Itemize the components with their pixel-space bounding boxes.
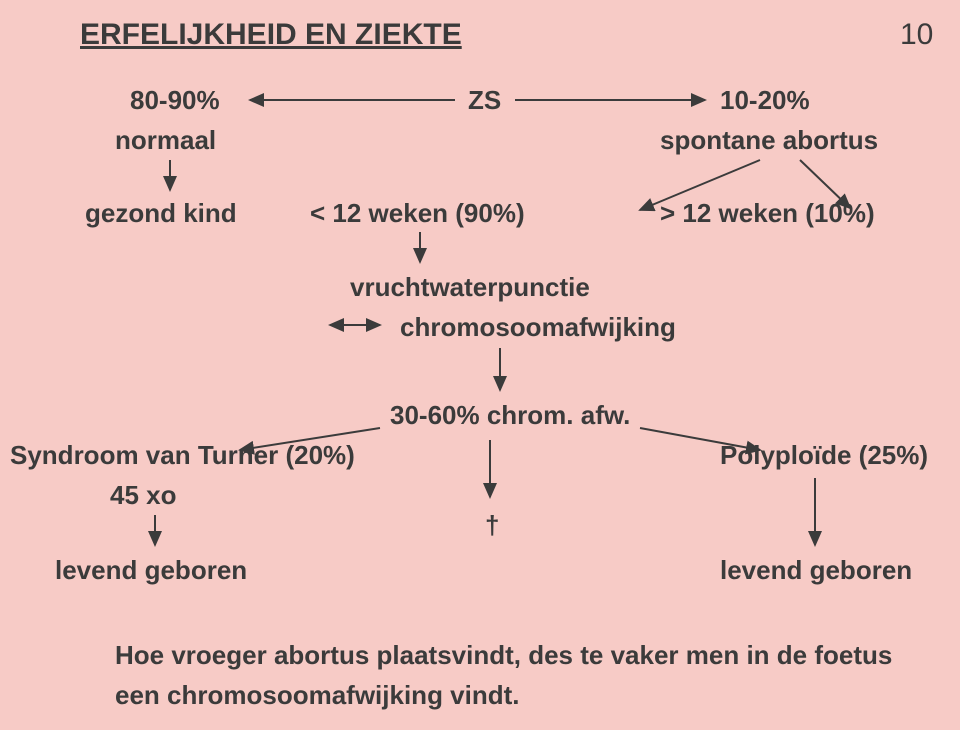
diagram-arrows <box>0 0 960 730</box>
